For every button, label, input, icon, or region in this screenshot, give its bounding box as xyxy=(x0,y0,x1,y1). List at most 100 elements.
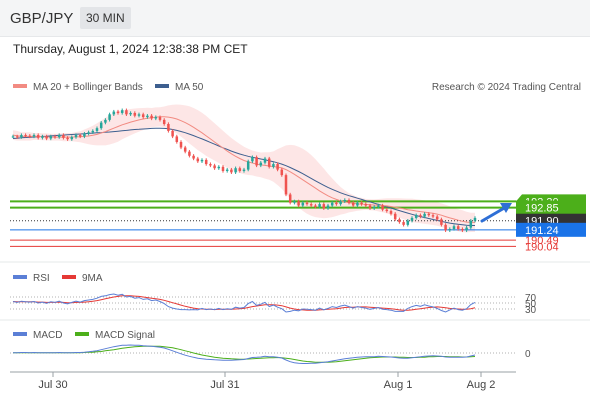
ma20-legend-swatch xyxy=(13,84,27,88)
candle-body xyxy=(339,201,342,205)
candle-body xyxy=(309,204,313,206)
candle-body xyxy=(385,209,389,212)
rsi-ma-legend-label: 9MA xyxy=(82,273,103,284)
candle-body xyxy=(465,227,468,231)
candle-body xyxy=(78,135,82,137)
candle-body xyxy=(158,117,162,120)
candle-body xyxy=(251,157,254,162)
candle-body xyxy=(326,205,330,209)
candle-body xyxy=(137,114,141,116)
candle-body xyxy=(141,114,145,118)
candle-body xyxy=(297,201,300,206)
candle-body xyxy=(280,169,284,176)
candle-body xyxy=(351,202,355,206)
candle-body xyxy=(314,205,317,207)
price-tag-bg-3 xyxy=(516,222,586,237)
candle-body xyxy=(146,115,149,118)
macd-legend-label: MACD xyxy=(33,330,62,341)
candle-body xyxy=(28,135,32,137)
candle-body xyxy=(70,137,74,140)
candle-body xyxy=(116,111,120,113)
x-axis-label-2: Aug 1 xyxy=(384,379,413,391)
candle-body xyxy=(217,166,221,169)
candle-body xyxy=(368,205,372,209)
ma50-legend-swatch xyxy=(155,84,169,88)
candle-body xyxy=(372,206,376,209)
candle-body xyxy=(276,164,279,170)
candle-body xyxy=(112,111,116,115)
macd-signal-legend-label: MACD Signal xyxy=(95,330,155,341)
candle-body xyxy=(74,135,78,138)
candle-body xyxy=(53,136,57,138)
candle-body xyxy=(343,199,347,202)
candle-body xyxy=(398,219,401,223)
candle-body xyxy=(209,164,212,166)
candle-body xyxy=(414,215,418,218)
candle-body xyxy=(440,219,443,225)
ma20-line xyxy=(12,116,475,223)
ma20-legend-label: MA 20 + Bollinger Bands xyxy=(33,82,143,93)
candle-body xyxy=(41,136,44,138)
ma50-legend-label: MA 50 xyxy=(175,82,204,93)
candle-body xyxy=(192,155,195,159)
candle-body xyxy=(427,213,431,216)
x-axis-label-3: Aug 2 xyxy=(467,379,496,391)
candle-body xyxy=(196,158,200,162)
candle-body xyxy=(49,136,53,139)
candle-body xyxy=(377,205,380,207)
candle-body xyxy=(87,132,90,134)
candle-body xyxy=(133,112,137,116)
candle-body xyxy=(435,216,439,220)
candle-body xyxy=(213,165,216,169)
candle-body xyxy=(246,161,250,170)
candle-body xyxy=(108,114,111,120)
candle-body xyxy=(221,166,225,171)
candle-body xyxy=(188,151,191,156)
candle-body xyxy=(230,169,233,173)
candle-body xyxy=(175,136,179,142)
candle-body xyxy=(444,224,447,231)
x-axis-label-1: Jul 31 xyxy=(210,379,239,391)
rsi-ma-legend-swatch xyxy=(62,275,76,279)
candle-body xyxy=(293,201,296,203)
macd-legend-swatch xyxy=(13,332,27,336)
rsi-legend-swatch xyxy=(13,275,27,279)
candle-body xyxy=(461,228,464,231)
candle-body xyxy=(24,135,27,137)
candle-body xyxy=(347,199,351,203)
candle-body xyxy=(125,110,128,115)
rsi-level-label-2: 30 xyxy=(525,305,537,316)
candle-body xyxy=(20,135,23,138)
candle-body xyxy=(259,162,263,166)
timeframe-button[interactable]: 30 MIN xyxy=(80,7,131,29)
macd-zero-label: 0 xyxy=(525,349,531,360)
candle-body xyxy=(204,159,208,165)
top-bar: GBP/JPY 30 MIN xyxy=(0,0,590,37)
candle-body xyxy=(452,226,456,229)
candle-body xyxy=(225,169,229,171)
candle-body xyxy=(32,135,36,137)
copyright-text: Research © 2024 Trading Central xyxy=(432,82,581,93)
forecast-arrow-shaft xyxy=(480,205,508,223)
rsi-legend-label: RSI xyxy=(33,273,50,284)
candle-body xyxy=(322,204,326,209)
macd-line xyxy=(13,344,476,364)
candle-body xyxy=(150,115,153,119)
candle-body xyxy=(36,135,40,138)
symbol-label: GBP/JPY xyxy=(10,10,74,27)
macd-signal-legend-swatch xyxy=(75,332,89,336)
candle-body xyxy=(62,135,65,138)
ma50-line xyxy=(12,127,475,226)
timestamp: Thursday, August 1, 2024 12:38:38 PM CET xyxy=(13,42,248,56)
candle-body xyxy=(284,175,288,195)
candle-body xyxy=(57,135,61,138)
candle-body xyxy=(234,168,237,173)
candle-body xyxy=(356,202,359,206)
candle-body xyxy=(167,124,170,131)
candle-body xyxy=(45,136,48,139)
candle-body xyxy=(15,136,19,138)
candle-body xyxy=(183,147,187,152)
candle-body xyxy=(448,228,452,231)
candle-body xyxy=(99,122,103,129)
